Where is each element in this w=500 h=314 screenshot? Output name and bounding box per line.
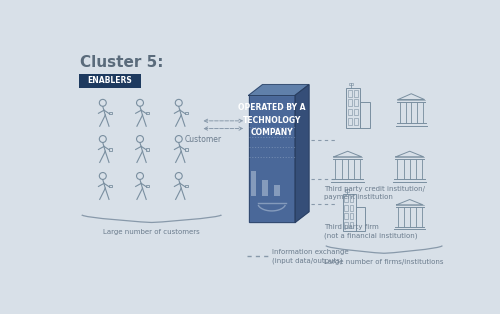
Text: Information exchange
(input data/outputs): Information exchange (input data/outputs… <box>272 249 348 264</box>
FancyBboxPatch shape <box>251 171 256 196</box>
Polygon shape <box>248 95 295 223</box>
FancyBboxPatch shape <box>274 185 280 196</box>
Text: ENABLERS: ENABLERS <box>88 76 132 85</box>
Text: Customer: Customer <box>185 135 222 144</box>
Text: Cluster 5:: Cluster 5: <box>80 55 163 70</box>
FancyBboxPatch shape <box>262 180 268 196</box>
Polygon shape <box>295 85 309 223</box>
Text: Large number of firms/institutions: Large number of firms/institutions <box>324 259 444 265</box>
Polygon shape <box>248 85 309 95</box>
Text: OPERATED BY A
TECHNOLOGY
COMPANY: OPERATED BY A TECHNOLOGY COMPANY <box>238 103 306 137</box>
Text: Large number of customers: Large number of customers <box>104 229 200 235</box>
Text: Third party credit institution/
payment institution: Third party credit institution/ payment … <box>324 186 426 199</box>
FancyBboxPatch shape <box>79 74 141 88</box>
Text: Third party firm
(not a financial institution): Third party firm (not a financial instit… <box>324 224 418 239</box>
